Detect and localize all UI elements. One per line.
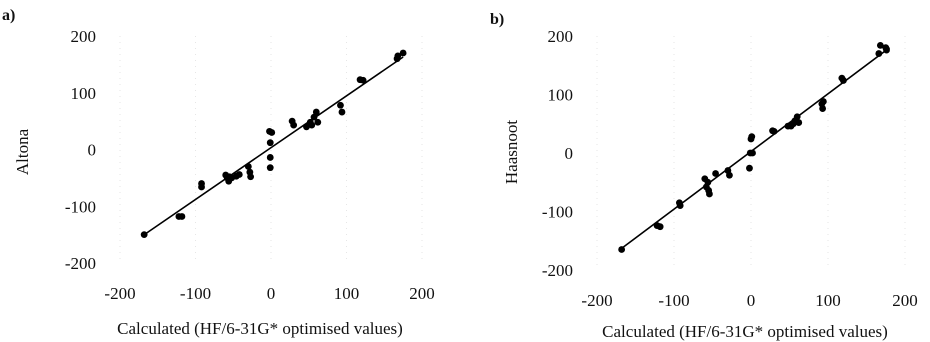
panel-b-y-tick-label: 0 — [565, 144, 574, 163]
panel-a-y-tick-label: -100 — [65, 197, 96, 216]
panel-a-data-point — [266, 164, 274, 172]
panel-b-x-tick-label: 100 — [815, 291, 841, 310]
panel-b-data-point — [819, 105, 827, 112]
panel-b-y-tick-label: 100 — [548, 86, 574, 105]
panel-b-data-point — [712, 170, 719, 177]
panel-b-data-point — [748, 133, 756, 141]
panel-a-label: a) — [2, 7, 15, 24]
panel-b-data-point — [618, 246, 626, 253]
panel-b-y-axis-label: Haasnoot — [502, 120, 521, 184]
panel-b-data-point — [656, 223, 664, 231]
panel-a-data-points — [140, 49, 407, 239]
panel-b-x-tick-label: 0 — [747, 291, 756, 310]
panel-b-y-tick-label: -100 — [542, 203, 573, 222]
panel-b-data-point — [706, 190, 713, 198]
panel-a-x-ticks: -200 -100 0 100 200 — [104, 284, 434, 303]
panel-a-data-point — [266, 154, 274, 161]
panel-a-y-tick-label: 100 — [71, 84, 97, 103]
panel-a-data-point — [247, 173, 255, 181]
panel-b-x-tick-label: -200 — [581, 291, 612, 310]
panel-a-x-tick-label: -200 — [104, 284, 135, 303]
panel-a-y-axis-label: Altona — [13, 128, 32, 175]
panel-b-data-point — [676, 202, 684, 210]
panel-b-chart: b) -200 -100 0 100 200 -200 -100 0 100 200 Calcu… — [490, 11, 918, 341]
panel-a-data-point — [198, 183, 205, 191]
panel-a-data-point — [338, 108, 346, 116]
panel-b-data-point — [875, 50, 883, 57]
panel-a-gridlines — [119, 36, 423, 263]
panel-b-x-ticks: -200 -100 0 100 200 — [581, 291, 917, 310]
panel-a-data-point — [310, 113, 318, 121]
panel-a-data-point — [394, 52, 402, 60]
panel-b-data-point — [793, 113, 801, 121]
panel-a-data-point — [314, 118, 322, 126]
panel-a-y-ticks: -200 -100 0 100 200 — [65, 27, 96, 273]
panel-b-label: b) — [490, 11, 504, 28]
panel-b-y-tick-label: 200 — [548, 27, 574, 46]
panel-a-data-point — [308, 121, 316, 129]
panel-b-x-axis-label: Calculated (HF/6-31G* optimised values) — [602, 322, 888, 341]
panel-a-data-point — [244, 163, 252, 170]
panel-b-trend-line — [619, 47, 891, 251]
panel-b-y-ticks: -200 -100 0 100 200 — [542, 27, 573, 280]
panel-a-trend-line — [142, 56, 404, 237]
panel-a-chart: a) -200 -100 0 100 200 -200 -100 0 100 200 Calcu… — [2, 7, 435, 338]
panel-a-data-point — [399, 49, 407, 57]
panel-a-data-point — [266, 139, 274, 147]
panel-a-data-point — [140, 231, 148, 239]
panel-a-data-point — [312, 108, 320, 116]
panel-a-x-axis-label: Calculated (HF/6-31G* optimised values) — [117, 319, 403, 338]
panel-a-x-tick-label: 0 — [267, 284, 276, 303]
panel-b-data-point — [749, 149, 756, 157]
panel-a-y-tick-label: -200 — [65, 254, 96, 273]
panel-a-data-point — [303, 123, 310, 131]
panel-a-x-tick-label: -100 — [180, 284, 211, 303]
panel-b-data-point — [704, 178, 712, 186]
panel-a-data-point — [359, 76, 367, 84]
panel-a-y-tick-label: 0 — [88, 141, 97, 160]
panel-b-data-point — [746, 164, 753, 172]
panel-a-data-point — [268, 129, 276, 136]
panel-b-data-point — [819, 98, 827, 105]
panel-a-x-tick-label: 100 — [334, 284, 360, 303]
panel-b-data-point — [840, 77, 847, 84]
panel-b-data-points — [618, 41, 890, 253]
panel-b-data-point — [770, 127, 778, 135]
panel-b-x-tick-label: 200 — [892, 291, 918, 310]
panel-a-data-point — [178, 213, 186, 220]
panel-b-y-tick-label: -200 — [542, 261, 573, 280]
panel-a-data-point — [290, 121, 298, 129]
panel-b-data-point — [876, 41, 884, 49]
panel-b-data-point — [795, 119, 803, 126]
panel-b-x-tick-label: -100 — [658, 291, 689, 310]
panel-b-data-point — [726, 171, 733, 179]
panel-a-x-tick-label: 200 — [409, 284, 435, 303]
panel-a-y-tick-label: 200 — [71, 27, 97, 46]
panel-b-data-point — [883, 46, 890, 54]
panel-a-data-point — [235, 171, 243, 178]
panel-a-data-point — [337, 101, 344, 109]
